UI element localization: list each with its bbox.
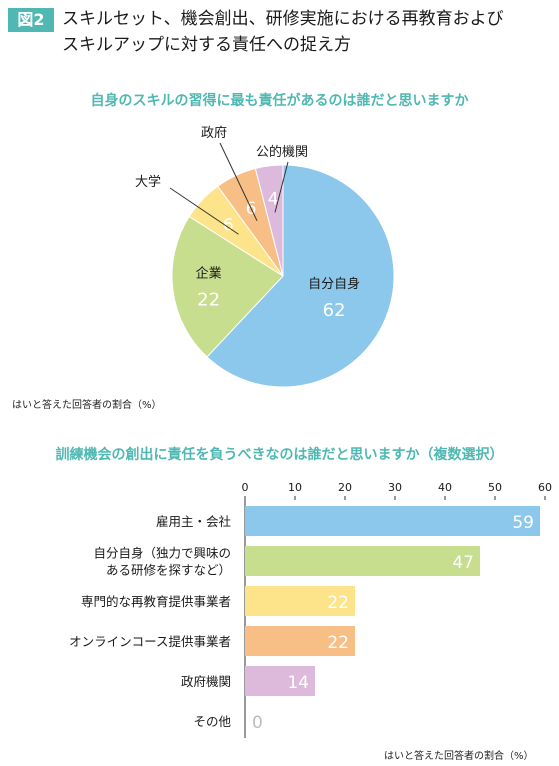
figure-title-line-1: スキルセット、機会創出、研修実施における再教育および (62, 9, 504, 29)
bar-category-label: オンラインコース提供事業者 (69, 634, 231, 649)
pie-slice-value: 22 (197, 289, 220, 310)
bar-category-label: ある研修を探すなど） (106, 563, 231, 578)
bar-value-label: 47 (452, 553, 474, 573)
bar-value-label: 59 (512, 513, 534, 533)
pie-slice (254, 164, 284, 277)
bar-category-label: 自分自身（独力で興味の (93, 546, 231, 561)
bar (245, 586, 355, 616)
bar-x-tick-label: 60 (538, 481, 552, 494)
bar-chart-title: 訓練機会の創出に責任を負うべきなのは誰だと思いますか（複数選択） (55, 447, 504, 463)
bar (245, 666, 315, 696)
figure-label: 図2 (8, 8, 54, 32)
bar (245, 546, 480, 576)
pie-slice-label: 自分自身 (308, 276, 360, 292)
bar-value-label: 22 (327, 593, 349, 613)
bar-value-label: 14 (287, 673, 309, 693)
bar-x-tick-label: 50 (488, 481, 502, 494)
bar-value-label: 22 (327, 633, 349, 653)
pie-leader-line (169, 187, 239, 235)
pie-chart-title: 自身のスキルの習得に最も責任があるのは誰だと思いますか (90, 93, 469, 109)
bar-category-label: 雇用主・会社 (156, 514, 231, 529)
pie-slice-label: 企業 (196, 265, 222, 281)
pie-slice (206, 164, 395, 388)
bar-category-label: 政府機関 (181, 674, 231, 689)
pie-slice-value: 62 (323, 300, 346, 321)
bar-x-tick-label: 30 (388, 481, 402, 494)
pie-leader-line (274, 161, 289, 213)
bar (245, 506, 540, 536)
pie-slice-label: 公的機関 (256, 144, 308, 160)
bar-x-tick-label: 40 (438, 481, 452, 494)
pie-slice-label: 政府 (201, 126, 227, 141)
bar-category-label: その他 (193, 714, 231, 729)
bar (245, 626, 355, 656)
figure-title: スキルセット、機会創出、研修実施における再教育および スキルアップに対する責任へ… (62, 6, 552, 58)
pie-slice-value: 6 (223, 216, 234, 236)
bar-category-label: 専門的な再教育提供事業者 (81, 594, 231, 609)
bar-value-label: 0 (252, 713, 263, 733)
pie-slice-value: 4 (268, 190, 279, 210)
bar-x-tick-label: 20 (338, 481, 352, 494)
pie-chart-note: はいと答えた回答者の割合（%） (12, 400, 162, 411)
pie-slice-label: 大学 (135, 174, 161, 190)
bar-x-tick-label: 0 (242, 481, 249, 494)
pie-leader-line (219, 142, 258, 222)
bar-x-tick-label: 10 (288, 481, 302, 494)
figure-title-line-2: スキルアップに対する責任への捉え方 (62, 35, 351, 55)
bar-chart-note: はいと答えた回答者の割合（%） (384, 751, 534, 762)
pie-slice (171, 215, 284, 358)
